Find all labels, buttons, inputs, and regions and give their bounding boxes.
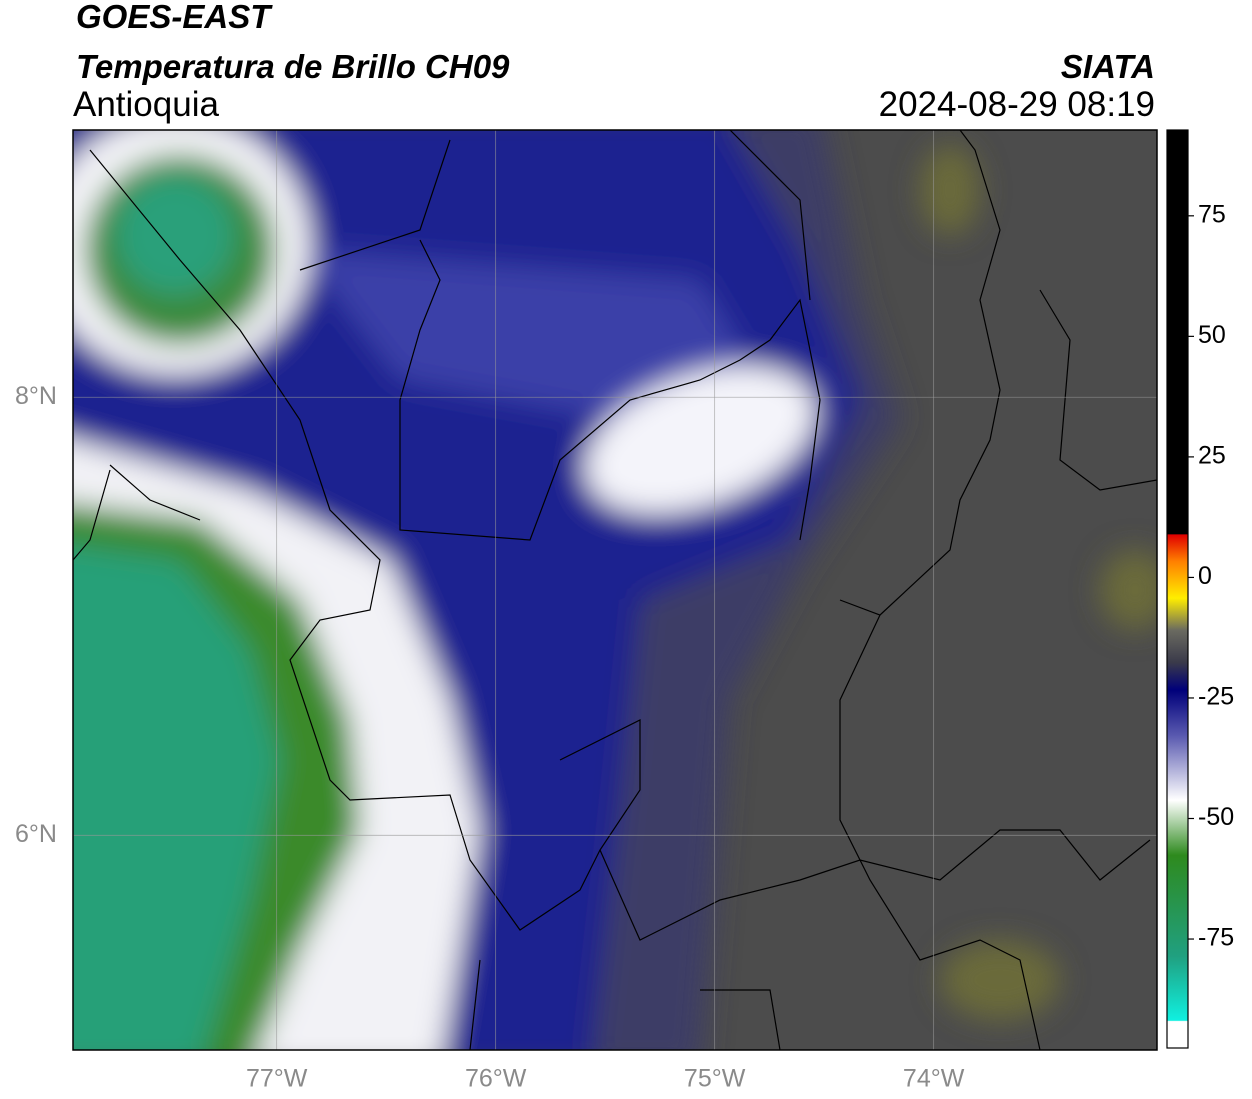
colorbar-tick-label: 75 [1198,200,1226,228]
colorbar-tick-label: -50 [1198,803,1234,831]
source: SIATA [1061,48,1155,85]
colorbar-tick-label: 0 [1198,562,1212,590]
colorbar-tick-label: -25 [1198,683,1234,711]
subtitle: Temperatura de Brillo CH09 [76,48,510,85]
region: Antioquia [73,85,219,124]
lat-tick-label: 8°N [15,382,57,410]
title: GOES-EAST [76,0,273,35]
lon-tick-label: 76°W [465,1065,527,1093]
lon-tick-label: 75°W [684,1065,746,1093]
lat-tick-label: 6°N [15,820,57,848]
satellite-image [73,130,1157,1050]
graticule [73,130,1157,1050]
colorbar [1166,129,1189,1049]
lon-tick-label: 74°W [903,1065,965,1093]
colorbar-tick-label: 50 [1198,321,1226,349]
lon-tick-label: 77°W [246,1065,308,1093]
colorbar-tick-label: -75 [1198,924,1234,952]
colorbar-tick-label: 25 [1198,442,1226,470]
plot-frame [72,129,1158,1051]
timestamp: 2024-08-29 08:19 [879,85,1155,124]
